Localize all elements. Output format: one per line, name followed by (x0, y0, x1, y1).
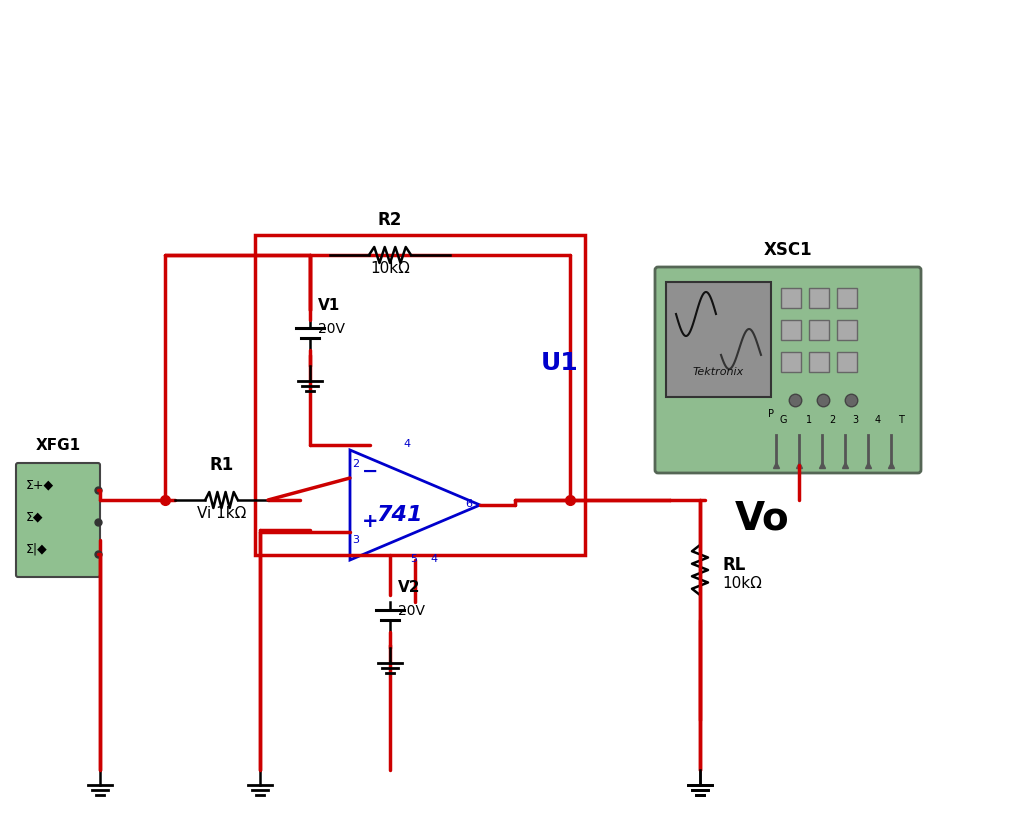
Bar (809, 288, 829, 308)
Text: Vo: Vo (735, 500, 790, 538)
Text: 3: 3 (352, 535, 359, 545)
Text: RL: RL (722, 556, 745, 574)
Text: XFG1: XFG1 (36, 438, 81, 453)
Text: XSC1: XSC1 (764, 241, 812, 259)
Text: T: T (898, 415, 904, 425)
Text: 2: 2 (352, 459, 359, 469)
Text: 5: 5 (410, 554, 417, 564)
Bar (781, 320, 801, 340)
Text: 3: 3 (852, 415, 858, 425)
Text: 4: 4 (874, 415, 881, 425)
Text: Σ◆: Σ◆ (26, 511, 43, 524)
Text: 4: 4 (430, 554, 437, 564)
Bar (809, 320, 829, 340)
Text: R2: R2 (378, 211, 402, 229)
Text: 741: 741 (377, 505, 423, 525)
Text: 10kΩ: 10kΩ (370, 261, 410, 276)
Text: V2: V2 (398, 580, 421, 595)
Text: 10kΩ: 10kΩ (722, 576, 762, 591)
Text: Vi 1kΩ: Vi 1kΩ (198, 506, 247, 521)
Text: G: G (780, 415, 787, 425)
FancyBboxPatch shape (655, 267, 921, 473)
FancyBboxPatch shape (16, 463, 100, 577)
Bar (781, 288, 801, 308)
Text: U1: U1 (541, 351, 579, 375)
Bar (666, 282, 771, 397)
Bar (837, 352, 857, 372)
Text: 2: 2 (829, 415, 836, 425)
Text: 20V: 20V (398, 604, 425, 618)
Bar (255, 235, 585, 555)
Text: +: + (362, 512, 379, 531)
Bar (809, 352, 829, 372)
Text: 4: 4 (403, 439, 411, 449)
Text: R1: R1 (210, 456, 234, 474)
Bar (837, 288, 857, 308)
Bar (837, 320, 857, 340)
Text: 6: 6 (465, 499, 472, 509)
Text: 1: 1 (806, 415, 812, 425)
Text: Tektronix: Tektronix (692, 367, 743, 377)
Text: V1: V1 (318, 298, 340, 313)
Bar (781, 352, 801, 372)
Text: P: P (768, 409, 774, 419)
Text: −: − (362, 462, 379, 481)
Text: 20V: 20V (318, 322, 345, 336)
Text: Σ|◆: Σ|◆ (26, 543, 48, 555)
Text: Σ+◆: Σ+◆ (26, 478, 54, 492)
